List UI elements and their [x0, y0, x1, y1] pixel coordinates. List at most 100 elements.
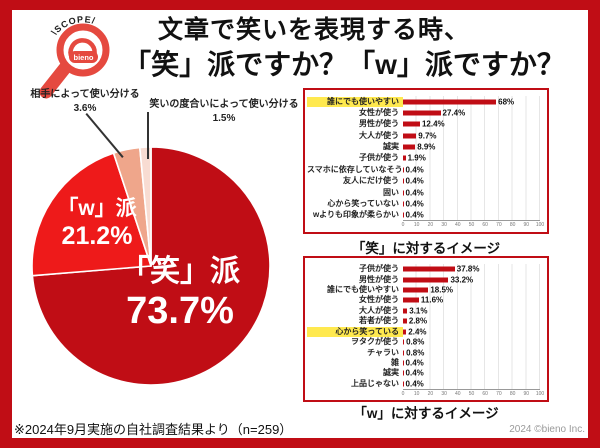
bar-value-label: 0.4% — [405, 368, 424, 378]
axis-tick: 40 — [455, 222, 461, 229]
bar-category-label: 友人にだけ使う — [343, 176, 399, 186]
axis-tick: 0 — [401, 390, 405, 397]
axis-tick: 70 — [496, 222, 502, 229]
bar-value-label: 0.4% — [405, 358, 424, 368]
bar-track: 3.1% — [403, 305, 540, 317]
page-title: 文章で笑いを表現する時、 「笑」派ですか？「w」派ですか？ — [118, 15, 570, 82]
bar-category-label: 大人が使う — [359, 305, 399, 315]
bar-track: 0.4% — [403, 186, 540, 199]
bar-track: 2.8% — [403, 316, 540, 327]
bar-category-label: 誰にでも使いやすい — [307, 96, 403, 107]
bar-track: 68% — [403, 96, 540, 108]
axis-tick: 10 — [413, 222, 420, 229]
bar-row: 固い 0.4% — [307, 186, 540, 199]
bar-chart-w-caption: 「w」に対するイメージ — [353, 406, 499, 421]
bar-track: 33.2% — [403, 274, 540, 285]
bar-category-label: 男性が使う — [359, 119, 399, 129]
bar-track: 27.4% — [403, 107, 540, 119]
axis-tick: 90 — [523, 222, 530, 229]
bar — [403, 178, 404, 184]
bar-value-label: 3.1% — [409, 306, 428, 316]
bar — [403, 350, 405, 356]
bar-row: 子供が使う 37.8% — [307, 264, 540, 275]
axis-tick: 20 — [427, 222, 434, 229]
bar — [403, 360, 404, 366]
pie-callout-aite: 相手によって使い分ける 3.6% — [20, 88, 150, 115]
bar-value-label: 0.4% — [405, 176, 424, 186]
bar-value-label: 9.7% — [418, 131, 437, 141]
bar — [403, 266, 455, 272]
bar — [403, 370, 404, 376]
bar-row: ヲタクが使う 0.8% — [307, 336, 540, 348]
bar-track: 0.8% — [403, 347, 540, 358]
bar — [403, 308, 408, 314]
pie-chart — [31, 146, 271, 386]
bar-row: 女性が使う 11.6% — [307, 295, 540, 306]
axis-tick: 30 — [441, 222, 447, 229]
axis-tick: 50 — [468, 390, 475, 397]
bar-row: 誰にでも使いやすい 18.5% — [307, 284, 540, 296]
pie-callout-doai-label: 笑いの度合いによって使い分ける — [149, 99, 299, 110]
bar-row: 誠実 0.4% — [307, 368, 540, 379]
bar — [403, 339, 405, 345]
bar-value-label: 27.4% — [442, 108, 466, 118]
magnifier-lens-icon — [56, 23, 110, 77]
bar-track: 37.8% — [403, 264, 540, 275]
bar-category-label: 大人が使う — [359, 130, 399, 140]
bar-category-label: 心から笑っていない — [327, 198, 399, 208]
axis-tick: 100 — [535, 390, 545, 397]
bar-category-label: 子供が使う — [359, 153, 399, 163]
bar-row: 男性が使う 33.2% — [307, 274, 540, 285]
bar-track: 2.4% — [403, 326, 540, 337]
axis-tick: 40 — [455, 390, 461, 397]
bar-category-label: 女性が使う — [359, 295, 399, 305]
bar-track: 0.4% — [403, 198, 540, 210]
pie-label-warai-pct: 73.7% — [126, 290, 234, 333]
bar — [403, 167, 404, 173]
bar — [403, 318, 407, 324]
bar-row: 上品じゃない 0.4% — [307, 378, 540, 390]
bar-track: 12.4% — [403, 118, 540, 131]
pie-callout-doai: 笑いの度合いによって使い分ける 1.5% — [138, 98, 310, 125]
bar-category-label: 誠実 — [383, 368, 399, 378]
bar-value-label: 0.4% — [405, 199, 424, 209]
copyright-text: 2024 ©bieno Inc. — [509, 424, 585, 435]
bar-value-label: 1.9% — [407, 153, 426, 163]
pie-label-warai-name: 「笑」派 — [120, 255, 240, 288]
axis-tick: 90 — [523, 390, 530, 397]
title-line2: 「笑」派ですか？「w」派ですか？ — [123, 49, 565, 80]
bar-track: 0.4% — [403, 378, 540, 390]
bar-category-label: 誰にでも使いやすい — [327, 285, 399, 295]
bar-track: 0.4% — [403, 175, 540, 187]
pie-label-warai: 「笑」派 73.7% — [100, 254, 260, 334]
bar-value-label: 68% — [498, 97, 515, 107]
bar-row: 子供が使う 1.9% — [307, 152, 540, 165]
axis-tick: 100 — [535, 222, 545, 229]
bar-row: 誰にでも使いやすい 68% — [307, 96, 540, 108]
bar — [403, 155, 406, 161]
bar-row: 誠実 8.9% — [307, 141, 540, 153]
bar-category-label: チャラい — [367, 347, 399, 357]
logo-brand-text: bieno — [74, 53, 94, 62]
bar — [403, 110, 441, 116]
bar-value-label: 18.5% — [430, 285, 454, 295]
bar-chart-warai-image: 誰にでも使いやすい 68% 女性が使う 27.4% 男性が使う 12.4% 大人が使う 9.7… — [303, 88, 549, 234]
bar-row: 大人が使う 3.1% — [307, 305, 540, 317]
bieno-scope-logo: \SCOPE/ bieno — [39, 14, 110, 99]
bar-track: 8.9% — [403, 141, 540, 153]
axis-tick: 30 — [441, 390, 447, 397]
pie-label-w-pct: 21.2% — [61, 221, 133, 250]
axis-tick: 0 — [401, 222, 405, 229]
axis-tick: 60 — [482, 222, 488, 229]
callout-leader-line — [147, 112, 149, 159]
bar-value-label: 0.4% — [405, 210, 424, 220]
bar-value-label: 37.8% — [456, 264, 480, 274]
bar-row: スマホに依存していなそう 0.4% — [307, 164, 540, 176]
bar — [403, 190, 404, 196]
pie-callout-aite-label: 相手によって使い分ける — [30, 89, 140, 100]
pie-slice — [31, 152, 152, 277]
bar-value-label: 0.4% — [405, 188, 424, 198]
bar — [403, 277, 449, 283]
bar-value-label: 0.8% — [406, 337, 425, 347]
bar-category-label: 雑 — [391, 358, 399, 367]
